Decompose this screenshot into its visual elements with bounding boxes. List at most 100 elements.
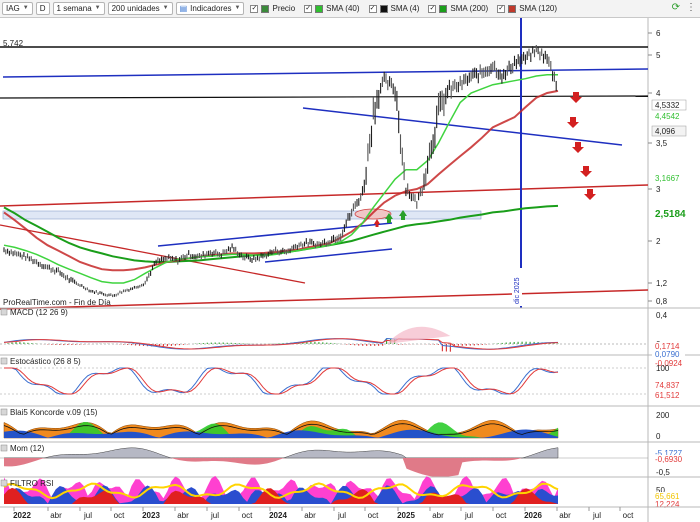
down-arrow-icon xyxy=(570,92,582,103)
y-tick-label: 6 xyxy=(656,29,661,38)
color-swatch xyxy=(261,4,270,13)
period-label: 1 semana xyxy=(56,4,92,13)
x-tick-label: jul xyxy=(337,511,346,520)
refresh-icon[interactable]: ⟳ xyxy=(671,2,680,13)
panel-collapse-icon[interactable] xyxy=(0,444,8,452)
y-tick-label: 4 xyxy=(656,89,661,98)
x-tick-label: abr xyxy=(177,511,189,520)
panel-title: Mom (12) xyxy=(10,444,45,453)
price-label: 4,4542 xyxy=(655,112,680,121)
panel-value-label: 0,1714 xyxy=(655,342,680,351)
koncorde-blue-area xyxy=(4,429,558,438)
overlay-sma40[interactable]: ✓ SMA (40) xyxy=(301,2,362,15)
panel-value-box xyxy=(652,391,685,400)
panel-y-tick-label: 0,4 xyxy=(656,311,668,320)
overlay-sma120[interactable]: ✓ SMA (120) xyxy=(494,2,560,15)
panel-collapse-icon[interactable] xyxy=(0,308,8,316)
panel-value-box xyxy=(652,350,685,359)
overlay-sma4[interactable]: ✓ SMA (4) xyxy=(366,2,423,15)
blue-trendline-upper xyxy=(2,68,649,78)
period-selector[interactable]: 1 semana ▼ xyxy=(52,2,105,15)
indicators-button[interactable]: ▤ Indicadores ▼ xyxy=(175,2,245,15)
x-tick-label: jul xyxy=(210,511,219,520)
units-label: 200 unidades xyxy=(111,4,160,13)
price-series xyxy=(3,45,557,298)
window-controls: ⟳ ⋮ xyxy=(672,2,696,14)
panel-value-label: 61,512 xyxy=(655,391,680,400)
color-swatch xyxy=(379,4,388,13)
x-tick-label: 2025 xyxy=(397,511,415,520)
rsi-filter-red-band xyxy=(4,487,558,504)
panel-value-box xyxy=(652,492,685,501)
units-selector[interactable]: 200 unidades ▼ xyxy=(107,2,173,15)
x-tick-label: oct xyxy=(114,511,125,520)
price-label: 4,096 xyxy=(655,127,676,136)
x-tick-label: abr xyxy=(432,511,444,520)
y-tick-label: 1,2 xyxy=(656,279,668,288)
panel-value-box xyxy=(652,381,685,390)
overlay-label: SMA (120) xyxy=(519,4,558,13)
red-trendline-upper xyxy=(0,184,649,207)
price-label-box xyxy=(652,173,686,183)
rsi-filter-panel: FILTRO RSI xyxy=(0,475,700,504)
x-tick-label: jul xyxy=(83,511,92,520)
panel-value-box xyxy=(652,449,685,458)
overlay-label: Precio xyxy=(272,4,296,13)
vertical-marker-label-bg xyxy=(512,268,522,306)
vertical-marker-label: dic 2025 xyxy=(514,277,521,304)
panel-value-label: 65,661 xyxy=(655,492,680,501)
blue-trendline-channel-bottom xyxy=(264,248,393,263)
panel-collapse-icon[interactable] xyxy=(0,408,8,416)
panel-value-label: 12,224 xyxy=(655,500,680,509)
x-tick-label: 2023 xyxy=(142,511,160,520)
chart-area[interactable]: dic 2025 5,742 ProRealTime.com - Fin de xyxy=(0,18,700,522)
mode-button[interactable]: D xyxy=(35,2,50,15)
x-tick-label: abr xyxy=(304,511,316,520)
x-axis: 2022 abr jul oct 2023 abr jul oct 2024 abr jul oct 2… xyxy=(0,506,700,520)
y-tick-label: 5 xyxy=(656,51,661,60)
checkbox-icon: ✓ xyxy=(250,4,259,13)
color-swatch xyxy=(439,4,448,13)
x-tick-label: abr xyxy=(559,511,571,520)
y-tick-label: 3 xyxy=(656,185,661,194)
macd-signal-line xyxy=(3,338,559,350)
down-arrow-icon xyxy=(567,117,579,128)
down-arrow-icon xyxy=(584,189,596,200)
chevron-down-icon: ▼ xyxy=(234,5,241,11)
macd-line xyxy=(3,337,559,350)
chevron-down-icon: ▼ xyxy=(94,5,101,11)
panel-value-label: -5,1727 xyxy=(655,449,683,458)
price-label-box xyxy=(652,111,686,121)
x-tick-label: abr xyxy=(50,511,62,520)
panel-title: MACD (12 26 9) xyxy=(10,308,68,317)
momentum-area xyxy=(4,447,559,459)
indicator-y-axes: 0,400,17140,0790-0,0924100074,83761,5122… xyxy=(652,311,685,509)
y-tick-label: 3,5 xyxy=(656,139,668,148)
panel-y-tick-label: 0 xyxy=(656,432,661,441)
marker-arrow-icon xyxy=(374,219,380,227)
settings-icon[interactable]: ⋮ xyxy=(686,2,696,13)
x-tick-label: 2026 xyxy=(524,511,542,520)
price-label: 4,5332 xyxy=(655,101,680,110)
symbol-selector[interactable]: IAG ▼ xyxy=(2,2,33,15)
panel-collapse-icon[interactable] xyxy=(0,357,8,365)
checkbox-icon: ✓ xyxy=(304,4,313,13)
panel-title: FILTRO RSI xyxy=(10,479,53,488)
panel-value-box xyxy=(652,500,685,509)
overlay-sma200[interactable]: ✓ SMA (200) xyxy=(425,2,491,15)
overlay-price[interactable]: ✓ Precio xyxy=(247,2,298,15)
top-left-value: 5,742 xyxy=(3,39,24,48)
rsi-filter-blue-band xyxy=(4,485,558,504)
red-trendline-lower xyxy=(0,289,649,310)
indicators-icon: ▤ xyxy=(179,4,188,13)
price-label-box xyxy=(651,99,687,111)
momentum-negative-area xyxy=(4,458,558,478)
overlay-label: SMA (200) xyxy=(450,4,489,13)
panel-collapse-icon[interactable] xyxy=(0,479,8,487)
panel-value-label: 0,0790 xyxy=(655,350,680,359)
koncorde-panel: Blai5 Koncorde v.09 (15) xyxy=(0,405,700,439)
price-label-box xyxy=(651,125,687,137)
stochastic-panel: Estocástico (26 8 5) xyxy=(0,354,700,395)
color-swatch xyxy=(508,4,517,13)
